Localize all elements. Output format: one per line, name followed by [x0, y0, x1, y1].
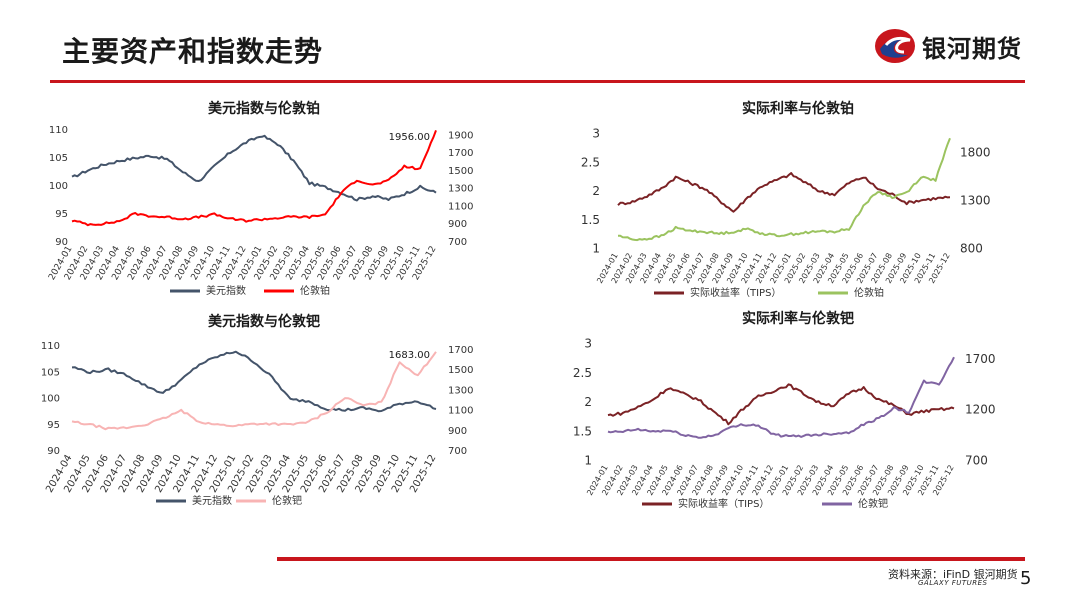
legend-label: 美元指数: [192, 494, 232, 507]
y-left-tick-label: 100: [49, 181, 68, 192]
y-right-tick-label: 700: [965, 454, 988, 468]
y-right-tick-label: 1700: [448, 148, 473, 159]
y-left-tick-label: 100: [41, 394, 60, 405]
galaxy-logo-icon: [875, 29, 915, 63]
legend-label: 伦敦铂: [300, 284, 330, 297]
legend-label: 实际收益率（TIPS）: [690, 286, 781, 299]
brand-name: 银河期货: [922, 34, 1022, 63]
value-annotation: 1683.00: [389, 350, 430, 361]
y-left-tick-label: 2.5: [573, 366, 592, 380]
y-right-tick-label: 900: [448, 426, 467, 437]
y-left-tick-label: 3: [592, 127, 600, 141]
y-left-tick-label: 110: [49, 125, 68, 136]
chart-svg: 实际利率与伦敦铂11.522.53800130018002024-012024-…: [581, 100, 991, 299]
chart-svg: 美元指数与伦敦铂 90 95 100 105 110 700 900 1100 1300 1500 1…: [47, 100, 473, 297]
chart-svg: 美元指数与伦敦钯 90 95 100 105 110 700 900 1100 1300 1500 1…: [41, 313, 474, 507]
y-left-tick-label: 105: [41, 367, 60, 378]
y-right-tick-label: 1100: [448, 406, 473, 417]
y-left-tick-label: 90: [55, 237, 68, 248]
chart-svg: 实际利率与伦敦钯11.522.53700120017002024-012024-…: [573, 310, 996, 510]
chart-tips-palladium: 实际利率与伦敦钯 1 1.5 2 2.5 3 700 1200 1700 2024-01 2024-…: [568, 310, 1028, 512]
chart-title: 实际利率与伦敦铂: [742, 100, 854, 117]
legend-label: 伦敦钯: [272, 494, 302, 507]
y-left-tick-label: 105: [49, 153, 68, 164]
y-left-tick-label: 3: [584, 337, 592, 351]
source-note: 资料来源：iFinD 银河期货: [888, 568, 1018, 581]
value-annotation: 1956.00: [389, 132, 430, 143]
y-right-tick-label: 900: [448, 219, 467, 230]
y-right-tick-label: 1800: [960, 146, 991, 160]
chart-title: 实际利率与伦敦钯: [742, 310, 854, 327]
series-line: [618, 137, 951, 242]
y-right-tick-label: 1300: [960, 194, 991, 208]
brand-english: GALAXY FUTURES: [918, 579, 988, 587]
y-left-tick-label: 95: [55, 209, 68, 220]
y-right-tick-label: 1500: [448, 166, 473, 177]
y-left-tick-label: 90: [47, 446, 60, 457]
y-left-tick-label: 2: [584, 395, 592, 409]
legend-label: 美元指数: [206, 284, 246, 297]
chart-dxy-platinum: 美元指数与伦敦铂 90 95 100 105 110 700 900 1100 1300 1500 1…: [38, 96, 490, 304]
y-right-tick-label: 700: [448, 446, 467, 457]
y-right-tick-label: 1700: [965, 352, 996, 366]
chart-dxy-palladium: 美元指数与伦敦钯 90 95 100 105 110 700 900 1100 1300 1500 1…: [38, 310, 490, 512]
y-right-tick-label: 1300: [448, 385, 473, 396]
series-line: [71, 351, 437, 431]
y-left-tick-label: 1: [584, 454, 592, 468]
page-title: 主要资产和指数走势: [62, 35, 324, 68]
y-right-tick-label: 1200: [965, 403, 996, 417]
series-line: [617, 172, 951, 213]
y-left-tick-label: 2.5: [581, 155, 600, 169]
y-right-tick-label: 800: [960, 242, 983, 256]
y-left-tick-label: 95: [47, 420, 60, 431]
y-left-tick-label: 1.5: [581, 213, 600, 227]
chart-title: 美元指数与伦敦铂: [208, 100, 320, 117]
page-number: 5: [1020, 568, 1032, 589]
y-right-tick-label: 1500: [448, 365, 473, 376]
series-line: [71, 134, 437, 202]
chart-title: 美元指数与伦敦钯: [208, 313, 320, 330]
y-right-tick-label: 1700: [448, 345, 473, 356]
series-line: [71, 130, 437, 227]
footer-divider: [277, 557, 1025, 561]
y-right-tick-label: 1100: [448, 201, 473, 212]
header-divider: [50, 80, 1025, 83]
y-left-tick-label: 1.5: [573, 424, 592, 438]
y-left-tick-label: 110: [41, 341, 60, 352]
y-right-tick-label: 1300: [448, 184, 473, 195]
legend-label: 伦敦钯: [858, 497, 888, 510]
company-logo: 银河期货: [874, 26, 1022, 66]
legend-label: 伦敦铂: [854, 286, 884, 299]
y-right-tick-label: 1900: [448, 130, 473, 141]
y-left-tick-label: 2: [592, 184, 600, 198]
series-line: [607, 356, 955, 439]
legend-label: 实际收益率（TIPS）: [678, 497, 769, 510]
series-line: [71, 350, 437, 413]
series-line: [607, 383, 955, 426]
y-right-tick-label: 700: [448, 237, 467, 248]
chart-tips-platinum: 实际利率与伦敦铂 1 1.5 2 2.5 3 800 1300 1800 2024-01 2024-…: [568, 96, 1028, 304]
y-left-tick-label: 1: [592, 242, 600, 256]
